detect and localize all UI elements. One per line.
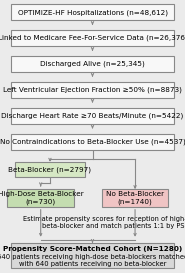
- FancyBboxPatch shape: [11, 4, 174, 20]
- Text: OPTIMIZE-HF Hospitalizations (n=48,612): OPTIMIZE-HF Hospitalizations (n=48,612): [18, 9, 167, 16]
- FancyBboxPatch shape: [102, 189, 168, 207]
- FancyBboxPatch shape: [63, 213, 163, 232]
- FancyBboxPatch shape: [7, 189, 74, 207]
- FancyBboxPatch shape: [11, 108, 174, 124]
- Text: Linked to Medicare Fee-For-Service Data (n=26,376): Linked to Medicare Fee-For-Service Data …: [0, 35, 185, 41]
- FancyBboxPatch shape: [15, 162, 85, 177]
- Text: Left Ventricular Ejection Fraction ≥50% (n=8873): Left Ventricular Ejection Fraction ≥50% …: [3, 87, 182, 93]
- Text: Beta-Blocker (n=2797): Beta-Blocker (n=2797): [9, 166, 91, 173]
- FancyBboxPatch shape: [11, 134, 174, 150]
- Text: No Contraindications to Beta-Blocker Use (n=4537): No Contraindications to Beta-Blocker Use…: [0, 139, 185, 145]
- Text: Discharged Alive (n=25,345): Discharged Alive (n=25,345): [40, 61, 145, 67]
- FancyBboxPatch shape: [11, 56, 174, 72]
- Text: Propensity Score-Matched Cohort (N=1280): Propensity Score-Matched Cohort (N=1280): [3, 246, 182, 252]
- FancyBboxPatch shape: [11, 243, 174, 268]
- FancyBboxPatch shape: [11, 82, 174, 98]
- Text: Discharge Heart Rate ≥70 Beats/Minute (n=5422): Discharge Heart Rate ≥70 Beats/Minute (n…: [1, 113, 184, 119]
- Text: No Beta-Blocker
(n=1740): No Beta-Blocker (n=1740): [106, 191, 164, 205]
- Text: 640 patients receiving high-dose beta-blockers matched
with 640 patients receivi: 640 patients receiving high-dose beta-bl…: [0, 254, 185, 267]
- Text: High-Dose Beta-Blocker
(n=730): High-Dose Beta-Blocker (n=730): [0, 191, 84, 205]
- FancyBboxPatch shape: [11, 30, 174, 46]
- Text: Estimate propensity scores for reception of high-dose
beta-blocker and match pat: Estimate propensity scores for reception…: [23, 216, 185, 229]
